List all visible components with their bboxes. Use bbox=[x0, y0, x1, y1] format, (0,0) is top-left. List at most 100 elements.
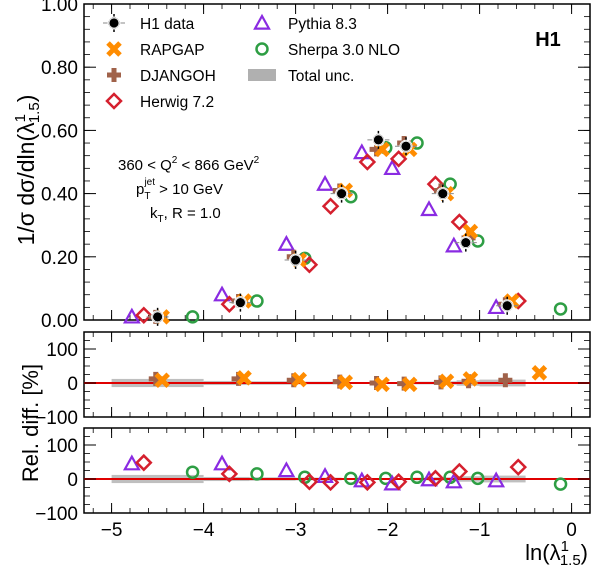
y-tick-label-ratio: −100 bbox=[35, 408, 78, 429]
legend-marker-ring bbox=[108, 17, 120, 29]
main-point-h1-data-ring bbox=[501, 300, 513, 312]
main-point-h1-data bbox=[284, 250, 307, 269]
ratio-point-herwig-7-2 bbox=[509, 458, 528, 476]
y-tick-label-main: 0.40 bbox=[41, 185, 78, 206]
ratio-point-rapgap bbox=[462, 371, 479, 387]
ratio-point-sherpa-3-0-nlo-shape bbox=[185, 465, 200, 479]
ratio-point-herwig-7-2 bbox=[450, 462, 469, 481]
main-point-h1-data-dot bbox=[233, 296, 247, 310]
main-point-h1-data-ring bbox=[372, 134, 384, 146]
axis-ticks: −5 −4 −3 −2 −1 0 0.00 0.20 0.40 0.60 0.80 1.00 −100 0… bbox=[35, 0, 590, 541]
ratio-point-sherpa-3-0-nlo bbox=[250, 467, 264, 481]
ratio-point-herwig-7-2 bbox=[389, 472, 408, 491]
ratio-point-sherpa-3-0-nlo bbox=[344, 471, 358, 486]
legend-marker bbox=[103, 14, 125, 32]
main-point-pythia-8-3 bbox=[420, 200, 438, 217]
y-tick-label-main: 0.00 bbox=[41, 311, 78, 332]
legend-marker-shape bbox=[253, 13, 271, 30]
y-tick-label-main: 1.00 bbox=[41, 0, 78, 16]
legend-label: RAPGAP bbox=[140, 42, 205, 59]
legend-marker-shape bbox=[107, 68, 121, 82]
ratio-point-pythia-8-3-shape bbox=[383, 474, 402, 491]
y-axis-title-ratio: Rel. diff. [%] bbox=[18, 364, 43, 482]
legend-marker bbox=[253, 13, 271, 30]
main-panel-frame bbox=[83, 3, 591, 321]
legend-label: Herwig 7.2 bbox=[140, 94, 214, 111]
main-point-h1-data-ring bbox=[437, 188, 449, 200]
phase-space-line-3: kT, R = 1.0 bbox=[150, 205, 221, 225]
legend-marker-shape bbox=[255, 42, 269, 56]
main-point-pythia-8-3 bbox=[277, 234, 296, 251]
main-point-h1-data-dot bbox=[459, 236, 473, 250]
ratio-point-sherpa-3-0-nlo-shape bbox=[410, 470, 424, 485]
legend-marker-shape bbox=[105, 92, 123, 110]
main-point-pythia-8-3-shape bbox=[213, 285, 231, 302]
ratio-point-rapgap bbox=[291, 371, 308, 388]
ratio-point-pythia-8-3 bbox=[277, 461, 296, 478]
ratio-point-pythia-8-3-shape bbox=[420, 470, 438, 487]
y-tick-label-ratio: −100 bbox=[35, 504, 78, 525]
ratio-point-pythia-8-3-shape bbox=[444, 472, 463, 489]
main-point-h1-data-ring bbox=[336, 188, 348, 200]
main-point-pythia-8-3-shape bbox=[444, 236, 463, 253]
legend-label: H1 data bbox=[140, 16, 195, 33]
ratio-point-pythia-8-3-shape bbox=[213, 454, 231, 471]
legend-label: Pythia 8.3 bbox=[288, 16, 357, 33]
main-point-herwig-7-2 bbox=[389, 150, 408, 168]
experiment-label: H1 bbox=[535, 29, 561, 51]
main-point-h1-data bbox=[330, 184, 353, 203]
legend-marker bbox=[106, 41, 122, 57]
legend-label: Sherpa 3.0 NLO bbox=[288, 42, 400, 59]
main-point-h1-data-ring bbox=[152, 311, 164, 323]
legend-marker bbox=[105, 92, 123, 110]
y-tick-label-ratio: 0 bbox=[67, 374, 78, 395]
ratio-point-herwig-7-2-shape bbox=[509, 458, 528, 476]
ratio-point-herwig-7-2-shape bbox=[135, 453, 153, 472]
ratio-point-pythia-8-3 bbox=[420, 470, 438, 487]
ratio-point-sherpa-3-0-nlo-shape bbox=[250, 467, 264, 481]
main-point-h1-data bbox=[367, 130, 390, 149]
ratio-point-rapgap bbox=[154, 372, 170, 389]
ratio-point-sherpa-3-0-nlo bbox=[471, 471, 485, 486]
x-axis-title: ln(λ1 1.5) bbox=[525, 538, 588, 569]
ratio-point-herwig-7-2-shape bbox=[426, 469, 445, 488]
ratio-point-herwig-7-2 bbox=[135, 453, 153, 472]
ratio-point-pythia-8-3 bbox=[383, 474, 402, 491]
x-tick-label: −2 bbox=[377, 520, 399, 541]
main-point-h1-data-dot bbox=[335, 187, 349, 201]
y-tick-label-ratio: 0 bbox=[67, 470, 78, 491]
ratio-point-rapgap bbox=[531, 365, 548, 381]
ratio-point-herwig-7-2 bbox=[426, 469, 445, 488]
main-point-h1-data-dot bbox=[371, 133, 385, 147]
ratio-point-pythia-8-3 bbox=[444, 472, 463, 489]
main-point-pythia-8-3 bbox=[122, 307, 141, 324]
ratio-point-rapgap-shape bbox=[236, 370, 252, 386]
ratio-point-sherpa-3-0-nlo-shape bbox=[553, 477, 568, 491]
ratio-point-pythia-8-3 bbox=[213, 454, 231, 471]
main-point-herwig-7-2-shape bbox=[321, 197, 340, 216]
legend-marker-dot bbox=[107, 16, 121, 30]
x-tick-label: −3 bbox=[285, 520, 307, 541]
ratio-point-herwig-7-2-shape bbox=[358, 473, 377, 492]
main-point-h1-data-dot bbox=[399, 139, 413, 153]
ratio-point-pythia-8-3 bbox=[487, 471, 506, 488]
main-point-herwig-7-2-shape bbox=[135, 306, 153, 325]
main-point-sherpa-3-0-nlo-shape bbox=[250, 294, 264, 308]
ratio-point-pythia-8-3 bbox=[122, 454, 141, 471]
legend-marker bbox=[107, 68, 121, 82]
main-point-h1-data-dot bbox=[151, 310, 165, 324]
main-point-h1-data bbox=[431, 184, 454, 203]
ratio-point-rapgap bbox=[337, 374, 354, 391]
main-point-pythia-8-3 bbox=[213, 285, 231, 302]
ratio-point-pythia-8-3-shape bbox=[277, 461, 296, 478]
legend-marker bbox=[255, 42, 269, 56]
y-tick-label-ratio: 100 bbox=[46, 340, 78, 361]
ratio-point-djangoh-shape bbox=[498, 373, 513, 388]
main-point-h1-data-ring bbox=[400, 140, 412, 152]
ratio-point-sherpa-3-0-nlo-shape bbox=[344, 471, 358, 486]
ratio-point-sherpa-3-0-nlo bbox=[185, 465, 200, 479]
legend-label: DJANGOH bbox=[140, 68, 216, 85]
x-tick-label: −5 bbox=[101, 520, 123, 541]
main-point-h1-data-ring bbox=[234, 297, 246, 309]
